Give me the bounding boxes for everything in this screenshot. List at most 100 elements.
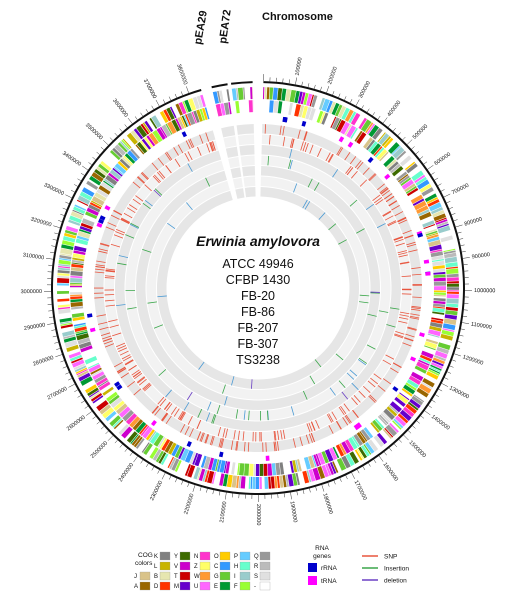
variant-mark xyxy=(95,268,105,271)
cog-block xyxy=(393,418,404,429)
ring-tick xyxy=(134,116,138,120)
cog-block xyxy=(373,146,383,157)
cog-block xyxy=(59,317,72,323)
ring-tick xyxy=(440,189,445,192)
cog-block xyxy=(445,306,458,312)
cog-block xyxy=(240,476,246,489)
variant-mark xyxy=(110,243,121,248)
ring-tick xyxy=(74,184,78,187)
cog-block xyxy=(259,476,262,489)
variant-mark xyxy=(406,243,417,248)
position-tick-label: 500000 xyxy=(412,124,429,141)
cog-block xyxy=(171,458,180,471)
ring-tick xyxy=(389,447,393,452)
variant-mark xyxy=(109,324,119,328)
cog-block xyxy=(335,119,342,131)
rna-gene xyxy=(384,173,391,180)
cog-block xyxy=(413,200,427,211)
variant-mark xyxy=(105,226,115,231)
variant-mark xyxy=(100,242,110,247)
cog-swatch xyxy=(199,581,211,591)
cog-block xyxy=(327,462,334,475)
variant-mark xyxy=(279,125,282,136)
cog-block xyxy=(308,469,316,482)
variant-mark xyxy=(101,335,112,340)
cog-block xyxy=(365,139,376,151)
cog-block xyxy=(317,466,326,479)
cog-block xyxy=(67,348,80,356)
cog-block xyxy=(386,406,398,417)
cog-block xyxy=(58,259,71,265)
cog-block xyxy=(142,122,151,134)
variant-mark xyxy=(125,234,135,239)
strain-name: CFBP 1430 xyxy=(226,273,290,287)
variant-mark xyxy=(147,301,158,304)
ring-tick xyxy=(397,132,401,136)
rna-label: tRNA xyxy=(321,578,337,585)
cog-block xyxy=(219,460,226,473)
cog-block xyxy=(141,442,150,453)
cog-swatch xyxy=(179,571,191,581)
cog-block xyxy=(248,100,253,113)
cog-block xyxy=(306,93,313,107)
cog-block xyxy=(411,395,424,406)
cog-block xyxy=(88,204,101,213)
cog-block xyxy=(363,427,374,439)
variant-mark xyxy=(276,441,279,451)
variant-mark xyxy=(398,252,408,256)
cog-block xyxy=(71,312,85,318)
cog-block xyxy=(70,282,83,285)
cog-block xyxy=(384,427,394,438)
rna-gene xyxy=(89,327,96,333)
cog-block xyxy=(76,369,88,376)
cog-block xyxy=(96,400,109,412)
cog-block xyxy=(109,169,122,180)
variant-mark xyxy=(157,157,165,166)
variant-label: Insertion xyxy=(384,566,409,573)
ring-tick xyxy=(437,183,442,186)
cog-block xyxy=(91,196,105,206)
variant-mark xyxy=(173,147,179,156)
variant-mark xyxy=(136,376,145,383)
cog-block xyxy=(305,106,312,120)
variant-mark xyxy=(113,234,124,239)
cog-code: T xyxy=(174,574,178,580)
variant-mark xyxy=(357,359,367,366)
ring-tick xyxy=(361,105,364,109)
ring-tick xyxy=(387,123,391,128)
ring-tick xyxy=(65,201,70,204)
cog-block xyxy=(199,108,206,121)
variant-mark xyxy=(397,217,407,223)
ring-tick xyxy=(423,161,428,165)
variant-mark xyxy=(154,407,161,416)
cog-block xyxy=(360,119,372,133)
cog-block xyxy=(391,165,404,177)
variant-mark xyxy=(158,369,167,377)
ring-tick xyxy=(127,117,133,124)
ring-tick xyxy=(443,193,451,198)
ring-tick xyxy=(186,86,189,94)
variant-mark xyxy=(384,193,393,200)
variant-mark xyxy=(346,167,354,176)
variant-mark xyxy=(340,405,347,415)
cog-block xyxy=(191,111,197,124)
variant-mark xyxy=(335,353,344,361)
cog-block xyxy=(145,429,155,441)
ring-tick xyxy=(373,459,377,464)
cog-block xyxy=(200,455,207,468)
cog-block xyxy=(109,150,121,161)
cog-code: K xyxy=(154,554,158,560)
cog-block xyxy=(57,273,70,277)
ring-tick xyxy=(114,439,118,444)
variant-mark xyxy=(382,359,392,366)
cog-block xyxy=(237,87,244,100)
cog-block xyxy=(76,333,89,341)
variant-mark xyxy=(186,202,193,211)
cog-block xyxy=(231,462,236,475)
cog-block xyxy=(446,277,459,282)
cog-swatch xyxy=(159,581,171,591)
cog-block xyxy=(196,109,203,122)
variant-mark xyxy=(370,377,379,385)
variant-mark xyxy=(309,144,314,154)
cog-block xyxy=(432,260,445,267)
